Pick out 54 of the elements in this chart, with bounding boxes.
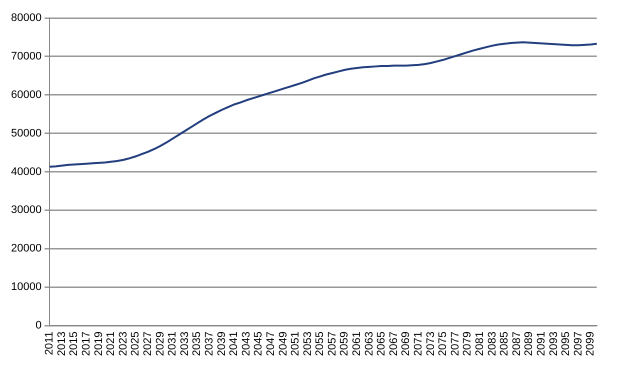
x-tick-label: 2051 [290, 332, 302, 356]
x-tick-label: 2097 [572, 332, 584, 356]
y-tick-label: 10000 [10, 281, 42, 294]
x-tick-label: 2073 [424, 332, 437, 356]
x-tick-label: 2039 [216, 332, 228, 356]
x-tick-label: 2017 [80, 332, 93, 356]
y-tick-label: 60000 [10, 88, 42, 101]
x-tick-label: 2011 [44, 332, 56, 356]
y-tick-label: 80000 [10, 12, 42, 24]
x-tick-label: 2079 [462, 332, 474, 356]
x-tick-label: 2057 [326, 332, 338, 356]
x-tick-label: 2053 [302, 332, 314, 356]
x-tick-label: 2019 [92, 332, 105, 356]
x-tick-label: 2015 [68, 332, 80, 356]
x-tick-label: 2033 [178, 332, 191, 356]
x-tick-label: 2047 [264, 332, 277, 356]
x-tick-label: 2081 [474, 332, 486, 356]
x-tick-label: 2029 [154, 332, 166, 356]
x-tick-label: 2027 [142, 332, 154, 356]
x-tick-label: 2099 [584, 332, 597, 356]
y-tick-label: 40000 [10, 166, 42, 178]
x-tick-label: 2045 [252, 332, 265, 356]
y-tick-label: 0 [35, 320, 42, 332]
x-tick-label: 2083 [486, 332, 498, 356]
x-tick-label: 2077 [449, 332, 462, 356]
x-tick-label: 2037 [203, 332, 216, 356]
x-tick-label: 2023 [117, 332, 130, 356]
x-tick-label: 2071 [412, 332, 425, 356]
x-tick-label: 2031 [166, 332, 179, 356]
y-tick-label: 50000 [10, 127, 42, 140]
x-tick-label: 2089 [523, 332, 536, 356]
x-tick-label: 2035 [191, 332, 204, 356]
y-tick-label: 20000 [10, 242, 42, 255]
x-tick-label: 2095 [560, 332, 572, 356]
x-tick-label: 2087 [510, 332, 523, 356]
x-tick-label: 2013 [56, 332, 68, 356]
y-tick-label: 30000 [10, 204, 42, 216]
x-tick-label: 2041 [228, 332, 240, 356]
x-tick-label: 2091 [535, 332, 548, 356]
x-tick-label: 2063 [363, 332, 376, 356]
x-tick-label: 2093 [548, 332, 560, 356]
y-tick-label: 70000 [10, 50, 42, 62]
x-tick-label: 2075 [437, 332, 450, 356]
x-tick-label: 2021 [105, 332, 118, 356]
x-tick-label: 2061 [351, 332, 364, 356]
x-tick-label: 2049 [277, 332, 290, 356]
x-tick-label: 2059 [338, 332, 351, 356]
x-tick-label: 2025 [130, 332, 142, 356]
x-tick-label: 2065 [376, 332, 388, 356]
x-tick-label: 2069 [400, 332, 412, 356]
x-tick-label: 2055 [314, 332, 326, 356]
x-tick-label: 2043 [240, 332, 252, 356]
x-tick-label: 2067 [388, 332, 400, 356]
x-tick-label: 2085 [498, 332, 511, 356]
